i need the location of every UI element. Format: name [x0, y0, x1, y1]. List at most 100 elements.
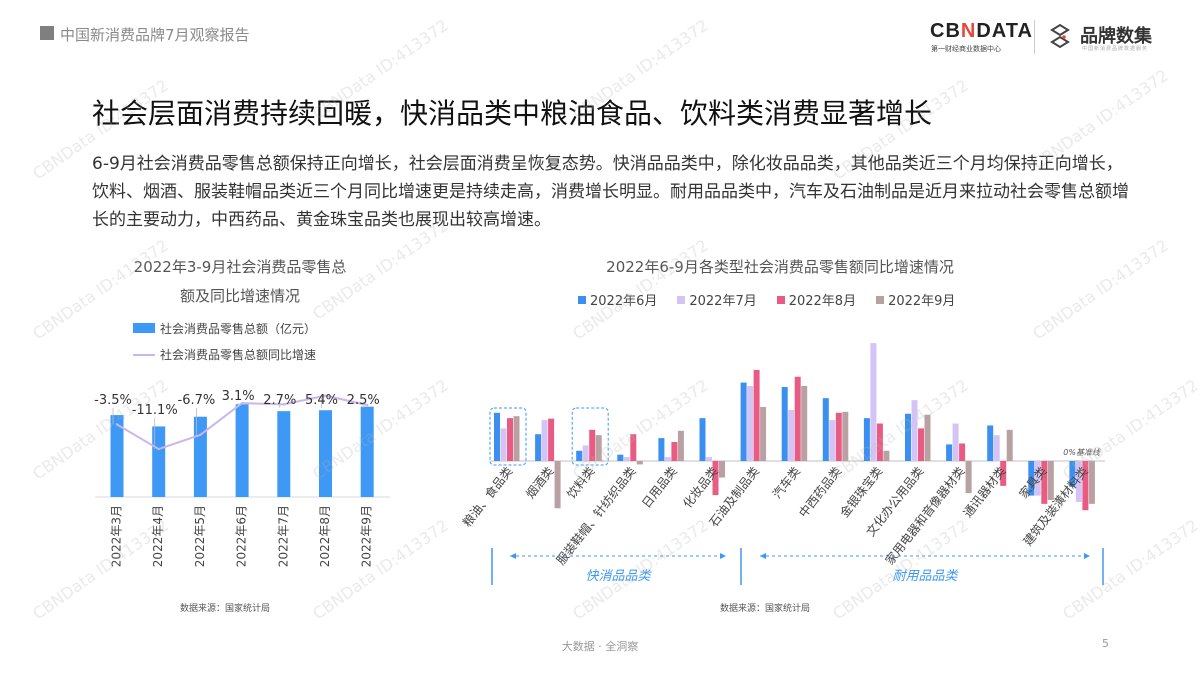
bar-日用品类-2022年8月 [671, 442, 678, 461]
bar-粮油、食品类-2022年6月 [494, 412, 500, 461]
growth-point [115, 423, 119, 426]
x-tick-label: 2022年7月 [276, 505, 290, 567]
bar-饮料类-2022年7月 [582, 445, 589, 461]
bar-日用品类-2022年6月 [658, 438, 665, 461]
cbndata-logo: CBNDATA [930, 20, 1033, 42]
bar-家用电器和音像器材类-2022年9月 [965, 461, 972, 494]
bar-文化办公用品类-2022年8月 [918, 428, 924, 461]
bar-家具类-2022年9月 [1047, 461, 1054, 500]
bar-日用品类-2022年7月 [664, 457, 671, 461]
legend-label: 2022年7月 [689, 294, 757, 309]
legend-label: 2022年6月 [590, 294, 658, 309]
bar-文化办公用品类-2022年7月 [911, 400, 918, 461]
legend-swatch [776, 295, 785, 304]
bar-服装鞋帽、针纺织品类-2022年9月 [636, 461, 643, 465]
x-tick-label: 2022年9月 [360, 505, 374, 567]
legend-item: 2022年6月 [578, 290, 657, 309]
growth-data-label: 3.1% [222, 389, 255, 404]
bar-建筑及装潢材料类-2022年8月 [1082, 461, 1089, 511]
legend-bar-swatch [133, 323, 155, 333]
bar-建筑及装潢材料类-2022年9月 [1088, 461, 1095, 504]
legend-label: 2022年8月 [788, 294, 857, 309]
highlight-box [571, 407, 609, 466]
legend-item: 2022年7月 [677, 290, 757, 309]
bar-饮料类-2022年9月 [595, 435, 602, 461]
bar-家具类-2022年7月 [1034, 461, 1041, 496]
bar-石油及制品类-2022年7月 [747, 386, 754, 461]
bar-2022年8月 [319, 410, 332, 497]
growth-data-label: 5.4% [305, 393, 338, 408]
bar-粮油、食品类-2022年9月 [513, 416, 520, 461]
bar-服装鞋帽、针纺织品类-2022年7月 [623, 457, 630, 461]
legend-line-swatch [133, 354, 155, 356]
bar-汽车类-2022年9月 [801, 386, 808, 461]
x-tick-label: 2022年4月 [151, 505, 165, 567]
bar-日用品类-2022年9月 [677, 430, 684, 461]
x-tick-label: 2022年3月 [110, 505, 124, 567]
bar-金银珠宝类-2022年9月 [883, 450, 890, 461]
bar-化妆品类-2022年7月 [706, 457, 712, 461]
brand-logo-text: 品牌数集 [1080, 26, 1152, 47]
bar-2022年6月 [235, 404, 249, 497]
bar-2022年5月 [193, 416, 207, 497]
left-chart-source: 数据来源：国家统计局 [179, 604, 270, 614]
bar-汽车类-2022年8月 [794, 376, 801, 461]
bar-中西药品类-2022年7月 [829, 420, 836, 461]
bar-通讯器材类-2022年7月 [993, 435, 1000, 461]
bar-烟酒类-2022年9月 [554, 461, 561, 509]
bar-粮油、食品类-2022年7月 [500, 428, 507, 461]
bar-中西药品类-2022年9月 [842, 411, 849, 461]
bar-通讯器材类-2022年8月 [1000, 461, 1007, 486]
bar-中西药品类-2022年8月 [835, 412, 842, 461]
legend-item: 2022年8月 [776, 290, 857, 309]
header-square-icon [40, 26, 54, 40]
legend-swatch [578, 295, 586, 304]
page-number: 5 [1102, 637, 1109, 650]
bar-建筑及装潢材料类-2022年7月 [1075, 461, 1082, 502]
category-label: 粮油、食品类 [459, 464, 515, 530]
bar-家具类-2022年6月 [1028, 461, 1035, 496]
x-tick-label: 2022年5月 [193, 505, 207, 567]
growth-point [366, 403, 369, 407]
growth-point [324, 394, 327, 397]
highlight-box [489, 407, 527, 466]
bar-服装鞋帽、针纺织品类-2022年8月 [630, 434, 637, 461]
bar-2022年4月 [152, 426, 166, 497]
bar-中西药品类-2022年6月 [822, 398, 829, 461]
x-tick-label: 2022年8月 [318, 505, 332, 567]
category-label: 汽车类 [769, 464, 803, 502]
growth-data-label: -11.1% [132, 403, 178, 418]
bar-2022年3月 [110, 415, 124, 497]
bar-饮料类-2022年8月 [589, 429, 596, 461]
bar-化妆品类-2022年6月 [699, 418, 706, 461]
bar-文化办公用品类-2022年6月 [905, 413, 911, 461]
x-tick-label: 2022年6月 [235, 505, 249, 567]
logo-divider [1034, 20, 1035, 54]
cbndata-logo-subtitle: 第一财经商业数据中心 [931, 45, 1001, 53]
watermark-text: CBNData ID:413372 [1029, 235, 1172, 344]
brand-logo-icon [1050, 23, 1070, 49]
legend-swatch [876, 295, 885, 304]
bar-建筑及装潢材料类-2022年6月 [1069, 461, 1076, 487]
bar-通讯器材类-2022年6月 [987, 425, 994, 461]
bar-金银珠宝类-2022年6月 [863, 418, 870, 461]
footer-slogan: 大数据 · 全洞察 [561, 640, 639, 653]
bar-石油及制品类-2022年8月 [753, 369, 760, 461]
group-label: 耐用品品类 [892, 569, 959, 584]
category-label: 日用品类 [639, 464, 680, 510]
growth-data-label: 2.7% [263, 393, 296, 408]
bar-2022年9月 [360, 406, 374, 497]
bar-化妆品类-2022年8月 [712, 461, 719, 496]
category-label: 服装鞋帽、针纺织品类 [553, 464, 639, 568]
bar-金银珠宝类-2022年7月 [870, 343, 877, 461]
group-label: 快消品品类 [585, 569, 652, 584]
bar-家具类-2022年8月 [1041, 461, 1048, 504]
bar-2022年7月 [277, 411, 291, 497]
growth-point [199, 433, 202, 437]
bar-汽车类-2022年7月 [788, 409, 795, 461]
bar-金银珠宝类-2022年8月 [876, 423, 883, 461]
bar-化妆品类-2022年9月 [719, 461, 725, 478]
growth-point [282, 403, 285, 406]
brand-logo-subtitle: 中国新消费品牌数据服务 [1082, 46, 1149, 52]
